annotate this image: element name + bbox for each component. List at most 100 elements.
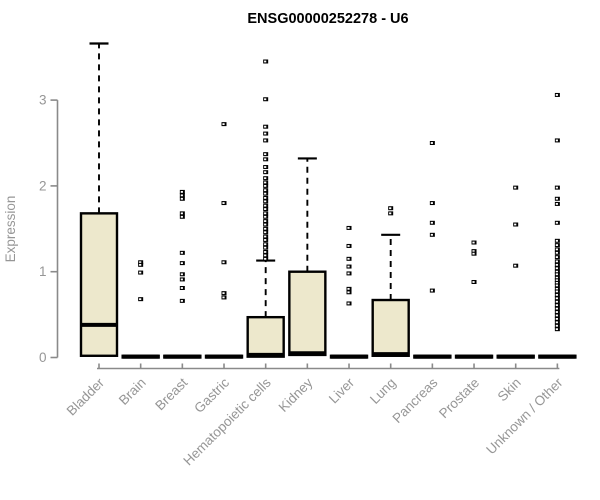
- chart-title: ENSG00000252278 - U6: [247, 11, 408, 27]
- outlier-point-center: [472, 250, 475, 253]
- outlier-point-center: [430, 289, 433, 292]
- outlier-point-center: [555, 297, 558, 300]
- x-tick-label-pancreas: Pancreas: [390, 375, 441, 426]
- outlier-point-center: [264, 192, 267, 195]
- outlier-point-center: [555, 270, 558, 273]
- outlier-point-center: [555, 314, 558, 317]
- outlier-point-center: [347, 291, 350, 294]
- x-tick-label-prostate: Prostate: [436, 375, 482, 421]
- outlier-point-center: [472, 252, 475, 255]
- outlier-point-center: [264, 153, 267, 156]
- box-bladder: [79, 42, 119, 357]
- outlier-point-center: [264, 223, 267, 226]
- outlier-point-center: [264, 60, 267, 63]
- outlier-point-center: [264, 98, 267, 101]
- outlier-point-center: [514, 264, 517, 267]
- outlier-point-center: [222, 261, 225, 264]
- outlier-point-center: [555, 267, 558, 270]
- outlier-point-center: [555, 203, 558, 205]
- outlier-point-center: [264, 239, 267, 241]
- outlier-point-center: [430, 202, 433, 204]
- outlier-point-center: [264, 215, 267, 218]
- outlier-point-center: [347, 245, 350, 247]
- outlier-point-center: [264, 212, 267, 215]
- outlier-point-center: [555, 307, 558, 310]
- outlier-point-center: [347, 272, 350, 275]
- outlier-point-center: [264, 231, 267, 234]
- outlier-point-center: [264, 257, 267, 260]
- outlier-point-center: [389, 207, 392, 210]
- outlier-point-center: [555, 287, 558, 290]
- box-kidney: [288, 157, 327, 357]
- outlier-point-center: [180, 194, 183, 197]
- y-tick-label: 3: [39, 93, 47, 108]
- x-tick-label-lung: Lung: [367, 375, 399, 407]
- outlier-point-center: [555, 260, 558, 263]
- box-lung: [371, 206, 410, 357]
- outlier-point-center: [555, 273, 558, 276]
- outlier-point-center: [555, 317, 558, 320]
- outlier-point-center: [347, 265, 350, 268]
- outlier-point-center: [555, 276, 558, 279]
- outlier-point-center: [514, 186, 517, 189]
- box-pancreas: [413, 141, 452, 359]
- outlier-point-center: [264, 204, 267, 207]
- outlier-point-center: [430, 142, 433, 144]
- y-axis-label: Expression: [3, 196, 18, 263]
- outlier-point-center: [555, 197, 558, 200]
- outlier-point-center: [514, 223, 517, 226]
- outlier-point-center: [180, 215, 183, 218]
- outlier-point-center: [472, 281, 475, 283]
- y-tick-label: 2: [39, 178, 47, 193]
- outlier-point-center: [472, 241, 475, 244]
- x-tick-label-breast: Breast: [152, 375, 190, 413]
- iqr-box: [79, 212, 119, 357]
- outlier-point-center: [180, 273, 183, 276]
- box-liver: [329, 225, 369, 359]
- outlier-point-center: [555, 186, 558, 189]
- iqr-box: [246, 315, 285, 358]
- outlier-point-center: [264, 139, 267, 142]
- outlier-point-center: [264, 246, 267, 249]
- outlier-point-center: [555, 281, 558, 284]
- outlier-point-center: [139, 261, 142, 264]
- outlier-point-center: [180, 197, 183, 200]
- outlier-point-center: [555, 248, 558, 251]
- outlier-point-center: [264, 208, 267, 210]
- outlier-point-center: [264, 243, 267, 246]
- y-tick-label: 1: [39, 264, 47, 279]
- outlier-point-center: [180, 191, 183, 193]
- box-brain: [121, 260, 160, 359]
- outlier-point-center: [555, 256, 558, 259]
- outlier-point-center: [264, 185, 267, 187]
- outlier-point-center: [555, 324, 558, 327]
- outlier-point-center: [555, 290, 558, 293]
- outlier-point-center: [222, 296, 225, 299]
- outlier-point-center: [264, 177, 267, 180]
- box-skin: [496, 185, 535, 359]
- outlier-point-center: [222, 123, 225, 126]
- outlier-point-center: [430, 221, 433, 224]
- outlier-point-center: [555, 251, 558, 254]
- outlier-point-center: [180, 262, 183, 265]
- outlier-point-center: [555, 300, 558, 303]
- x-tick-label-skin: Skin: [495, 375, 524, 404]
- outlier-point-center: [555, 328, 558, 331]
- x-tick-label-kidney: Kidney: [276, 375, 316, 415]
- iqr-box: [288, 270, 327, 357]
- outlier-point-center: [555, 221, 558, 224]
- x-tick-label-bladder: Bladder: [64, 375, 108, 419]
- outlier-point-center: [139, 263, 142, 266]
- outlier-point-center: [264, 220, 267, 222]
- outlier-point-center: [555, 293, 558, 296]
- outlier-point-center: [264, 181, 267, 184]
- x-tick-label-liver: Liver: [326, 375, 358, 407]
- outlier-point-center: [180, 251, 183, 254]
- outlier-point-center: [222, 202, 225, 204]
- outlier-point-center: [180, 212, 183, 215]
- box-gastric: [204, 122, 244, 359]
- outlier-point-center: [555, 94, 558, 96]
- outlier-point-center: [555, 284, 558, 287]
- outlier-point-center: [139, 271, 142, 274]
